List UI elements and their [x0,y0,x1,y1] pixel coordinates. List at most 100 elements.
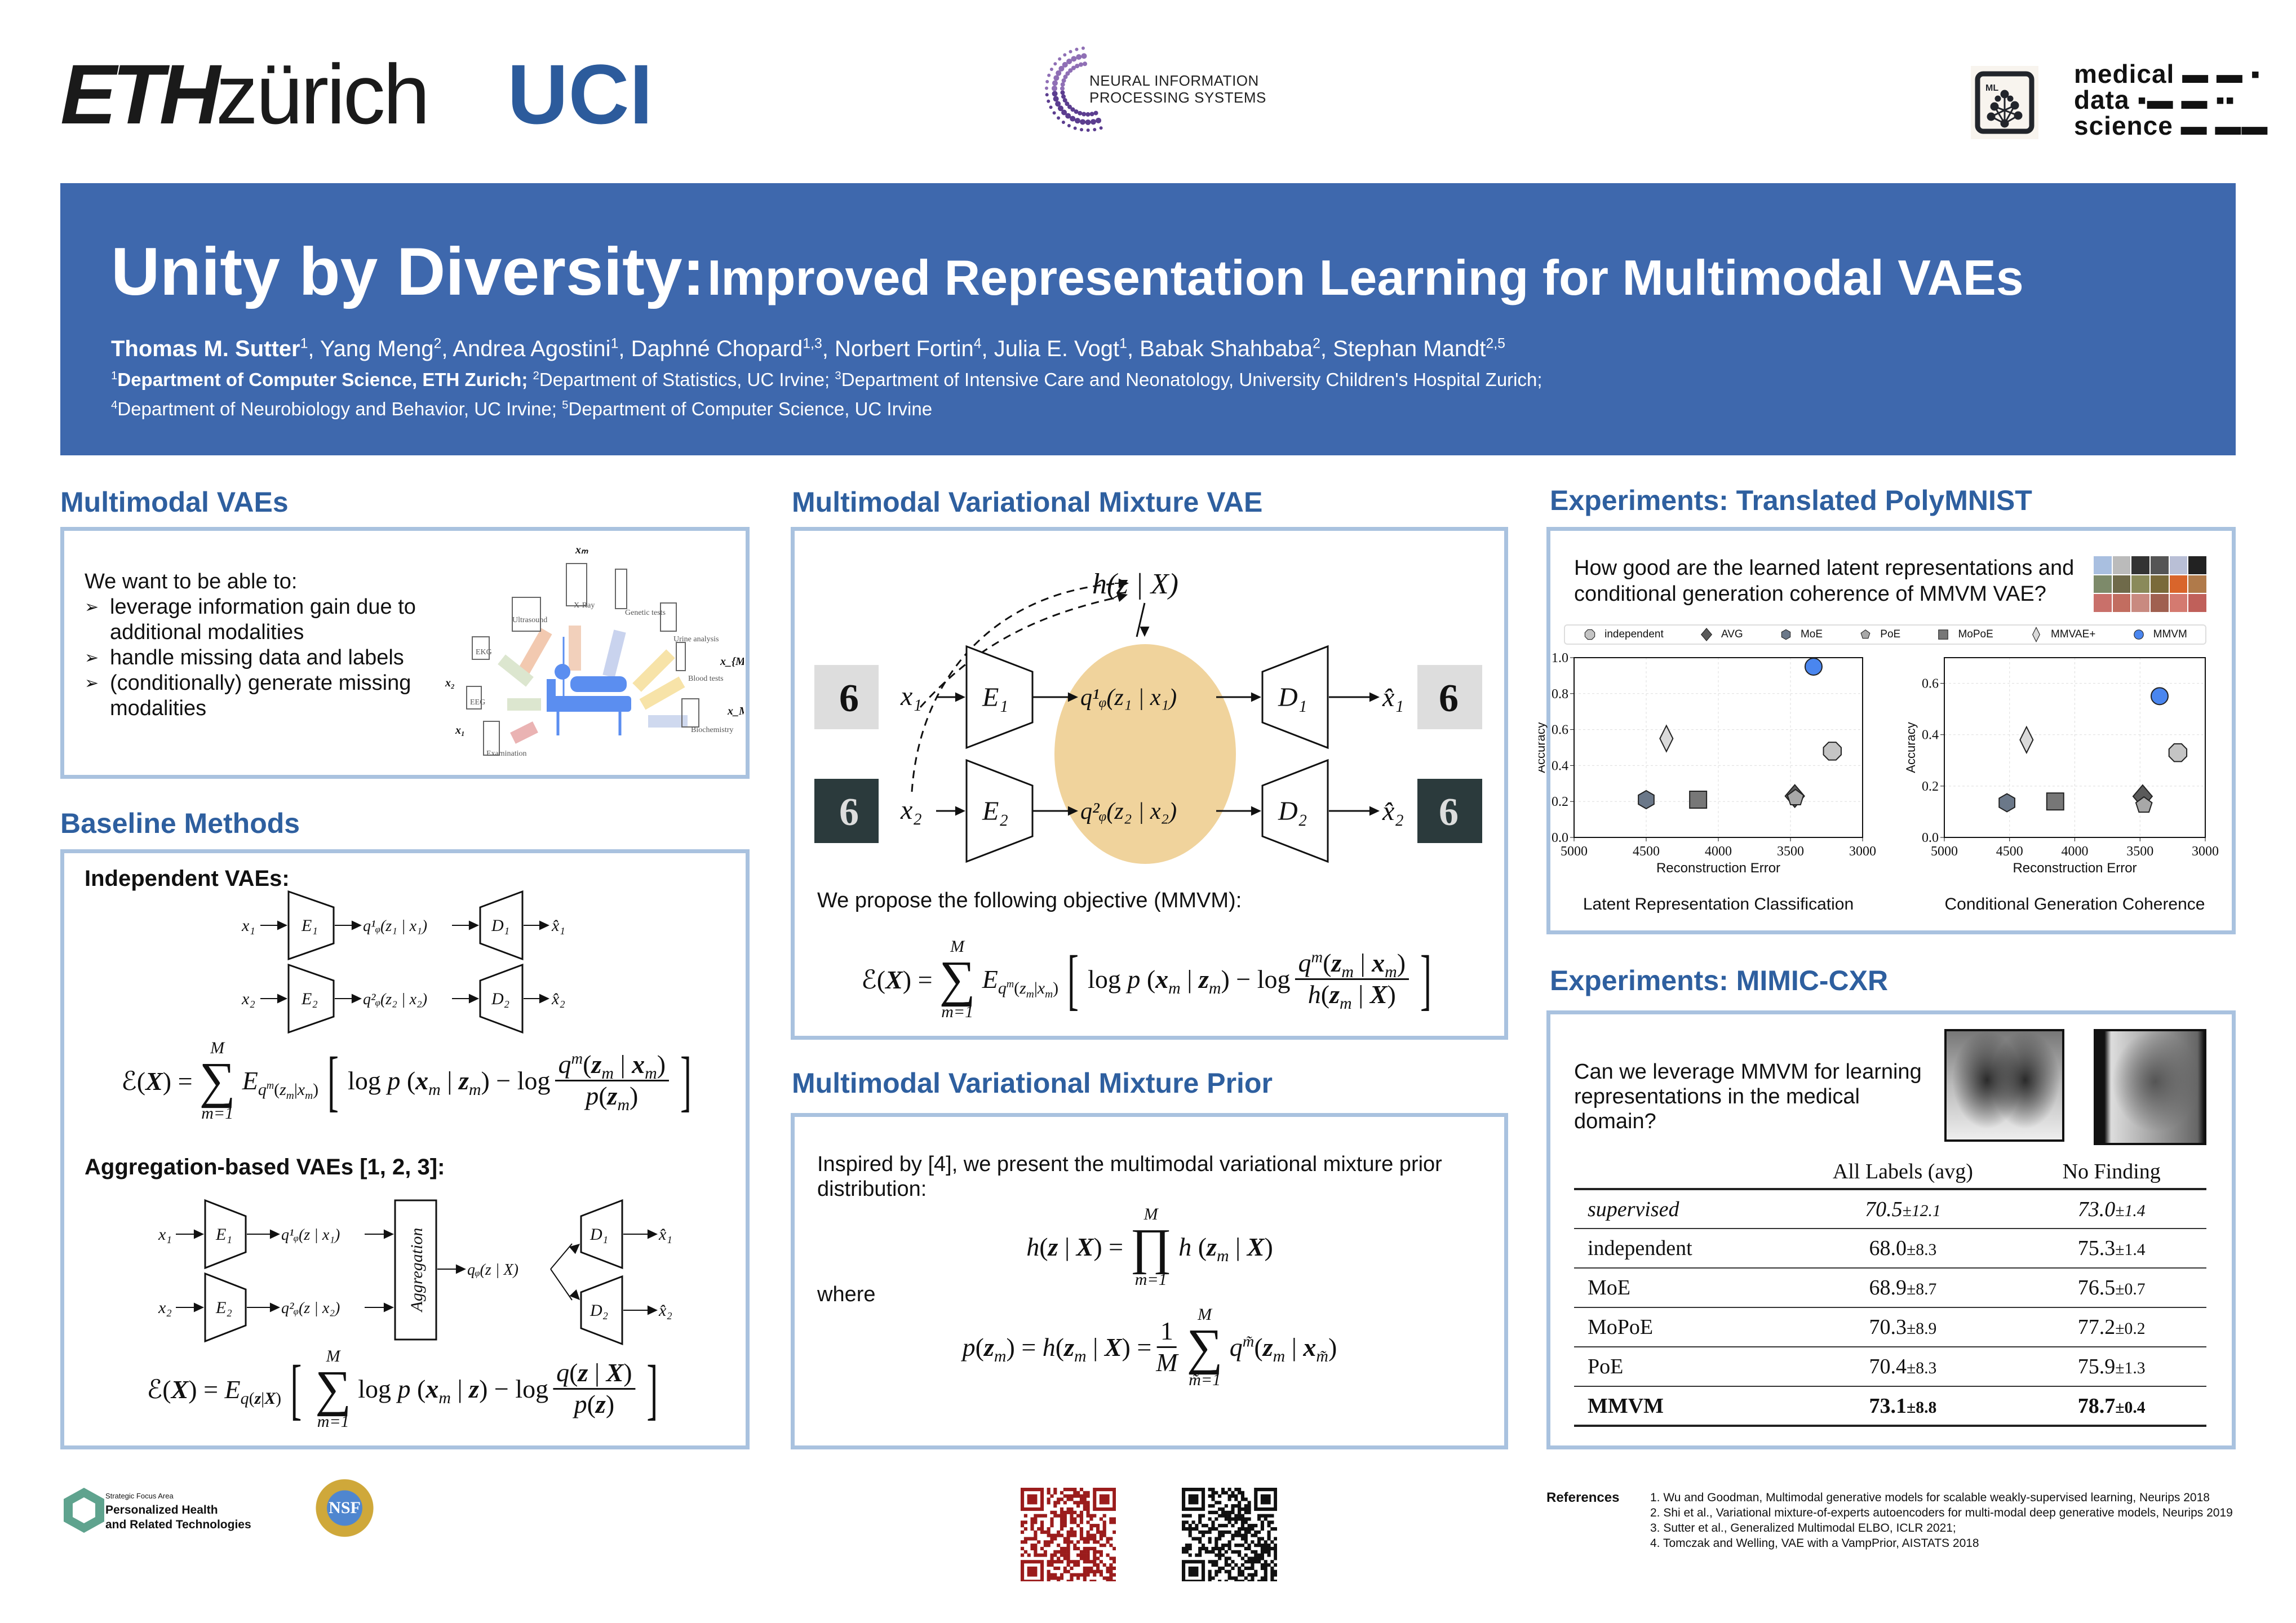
qr-module [1093,1569,1097,1573]
qr-module [1040,1530,1044,1534]
qr-module [1247,1560,1251,1564]
qr-module [1021,1560,1025,1564]
qr-module [1191,1488,1195,1492]
legend-marker-icon [1700,628,1713,641]
neurips-dot [1045,79,1049,83]
qr-module [1244,1546,1248,1551]
qr-module [1063,1488,1067,1492]
dashed-prior-arrow [919,596,1118,708]
qr-module [1198,1520,1202,1524]
qr-module [1063,1569,1067,1573]
qr-module [1254,1550,1258,1554]
qr-module [1231,1566,1235,1570]
qr-module [1030,1524,1034,1528]
qr-module [1270,1488,1274,1492]
qr-module [1093,1524,1097,1528]
qr-module [1195,1507,1199,1511]
mmvm-prior-panel [791,1113,1508,1449]
arrow-head-icon [539,994,549,1004]
qr-module [1112,1504,1116,1508]
agg-encoder-label: E₁ [215,1225,232,1244]
neurips-dot [1058,65,1065,72]
arrow-head-icon [1369,806,1380,816]
agg-posterior-label: q¹ᵩ(z | x₁) [281,1226,340,1244]
qr-module [1112,1566,1116,1570]
qr-module [1040,1497,1044,1501]
qr-module [1034,1566,1038,1570]
affiliation: 4Department of Neurobiology and Behavior… [111,398,562,419]
qr-module [1109,1580,1113,1581]
qr-module [1060,1533,1064,1537]
qr-module [1057,1557,1061,1560]
qr-module [1182,1573,1186,1577]
qr-code-project[interactable] [1182,1488,1277,1581]
qr-module [1073,1501,1077,1505]
mixture-prior-equation: h(z | X) = M ∏ m=1 h (zm | X) [1025,1206,1274,1288]
polymnist-sample-cell [2188,575,2206,593]
qr-module [1086,1546,1090,1551]
arrowhead-bullet-icon: ➢ [85,649,99,667]
qr-module [1201,1514,1205,1518]
qr-module [1040,1563,1044,1567]
qr-module [1221,1510,1225,1514]
qr-module [1240,1520,1245,1524]
qr-module [1053,1573,1057,1577]
equation-term: log p (xm | zm) − log [1088,965,1291,998]
plot-frame [1944,657,2206,838]
reference-item: 1. Wu and Goodman, Multimodal generative… [1650,1491,2210,1504]
qr-module [1264,1544,1267,1547]
qr-module [1218,1533,1222,1537]
equation-term: log p (xm | zm) − log [348,1066,551,1099]
qr-module [1037,1514,1041,1518]
qr-module [1254,1494,1258,1498]
qr-module [1191,1580,1195,1581]
qr-module [1247,1580,1251,1581]
qr-module [1254,1560,1258,1564]
qr-module [1247,1544,1251,1547]
posterior-label-1: q¹ᵩ(z₁ | x₁) [1080,685,1177,711]
patient-modalities-illustration: Ultrasound X-Ray Genetic tests Urine analys… [445,544,744,758]
legend-label: independent [1604,628,1664,640]
title-subtitle: Improved Representation Learning for Mul… [707,250,2024,305]
mimic-question-line-1: Can we leverage MMVM for learning [1574,1060,1922,1084]
arrow-head-icon [647,1305,658,1315]
agg-recon-label: x̂₁ [658,1225,672,1244]
qr-module [1040,1520,1044,1524]
qr-module [1238,1527,1242,1531]
qr-module [1089,1546,1093,1551]
qr-module [1027,1537,1031,1541]
qr-module [1267,1488,1271,1492]
qr-module [1188,1514,1192,1518]
qr-module [1260,1537,1264,1541]
latent-mixture-ellipse [1054,644,1236,864]
qr-module [1083,1504,1087,1508]
qr-module [1238,1510,1242,1514]
neurips-dot [1052,111,1056,115]
neurips-dot [1070,116,1076,122]
qr-module [1204,1524,1208,1528]
qr-module [1238,1569,1242,1573]
qr-module [1257,1557,1261,1560]
qr-module [1247,1557,1251,1560]
qr-module [1240,1557,1245,1560]
qr-module [1218,1514,1222,1518]
table-row: MoE 68.9±8.7 76.5±0.7 [1574,1268,2206,1308]
qr-module [1240,1580,1245,1581]
qr-module [1043,1530,1047,1534]
qr-module [1234,1520,1238,1524]
data-point-independent [2168,743,2188,762]
table-header-row: All Labels (avg) No Finding [1574,1155,2206,1190]
qr-module [1030,1546,1034,1551]
qr-module [1185,1520,1189,1524]
operator-symbol: ∑ [199,1053,236,1108]
qr-module [1274,1569,1277,1573]
qr-module [1270,1527,1274,1531]
qr-module [1086,1553,1090,1557]
qr-module [1264,1573,1267,1577]
qr-module [1073,1517,1077,1521]
arrow-head-icon [468,920,479,930]
modality-arrow [518,628,552,674]
fraction-denominator: M [1156,1348,1178,1377]
input-digit-image-2 [814,779,879,843]
qr-code-paper[interactable] [1021,1488,1116,1581]
